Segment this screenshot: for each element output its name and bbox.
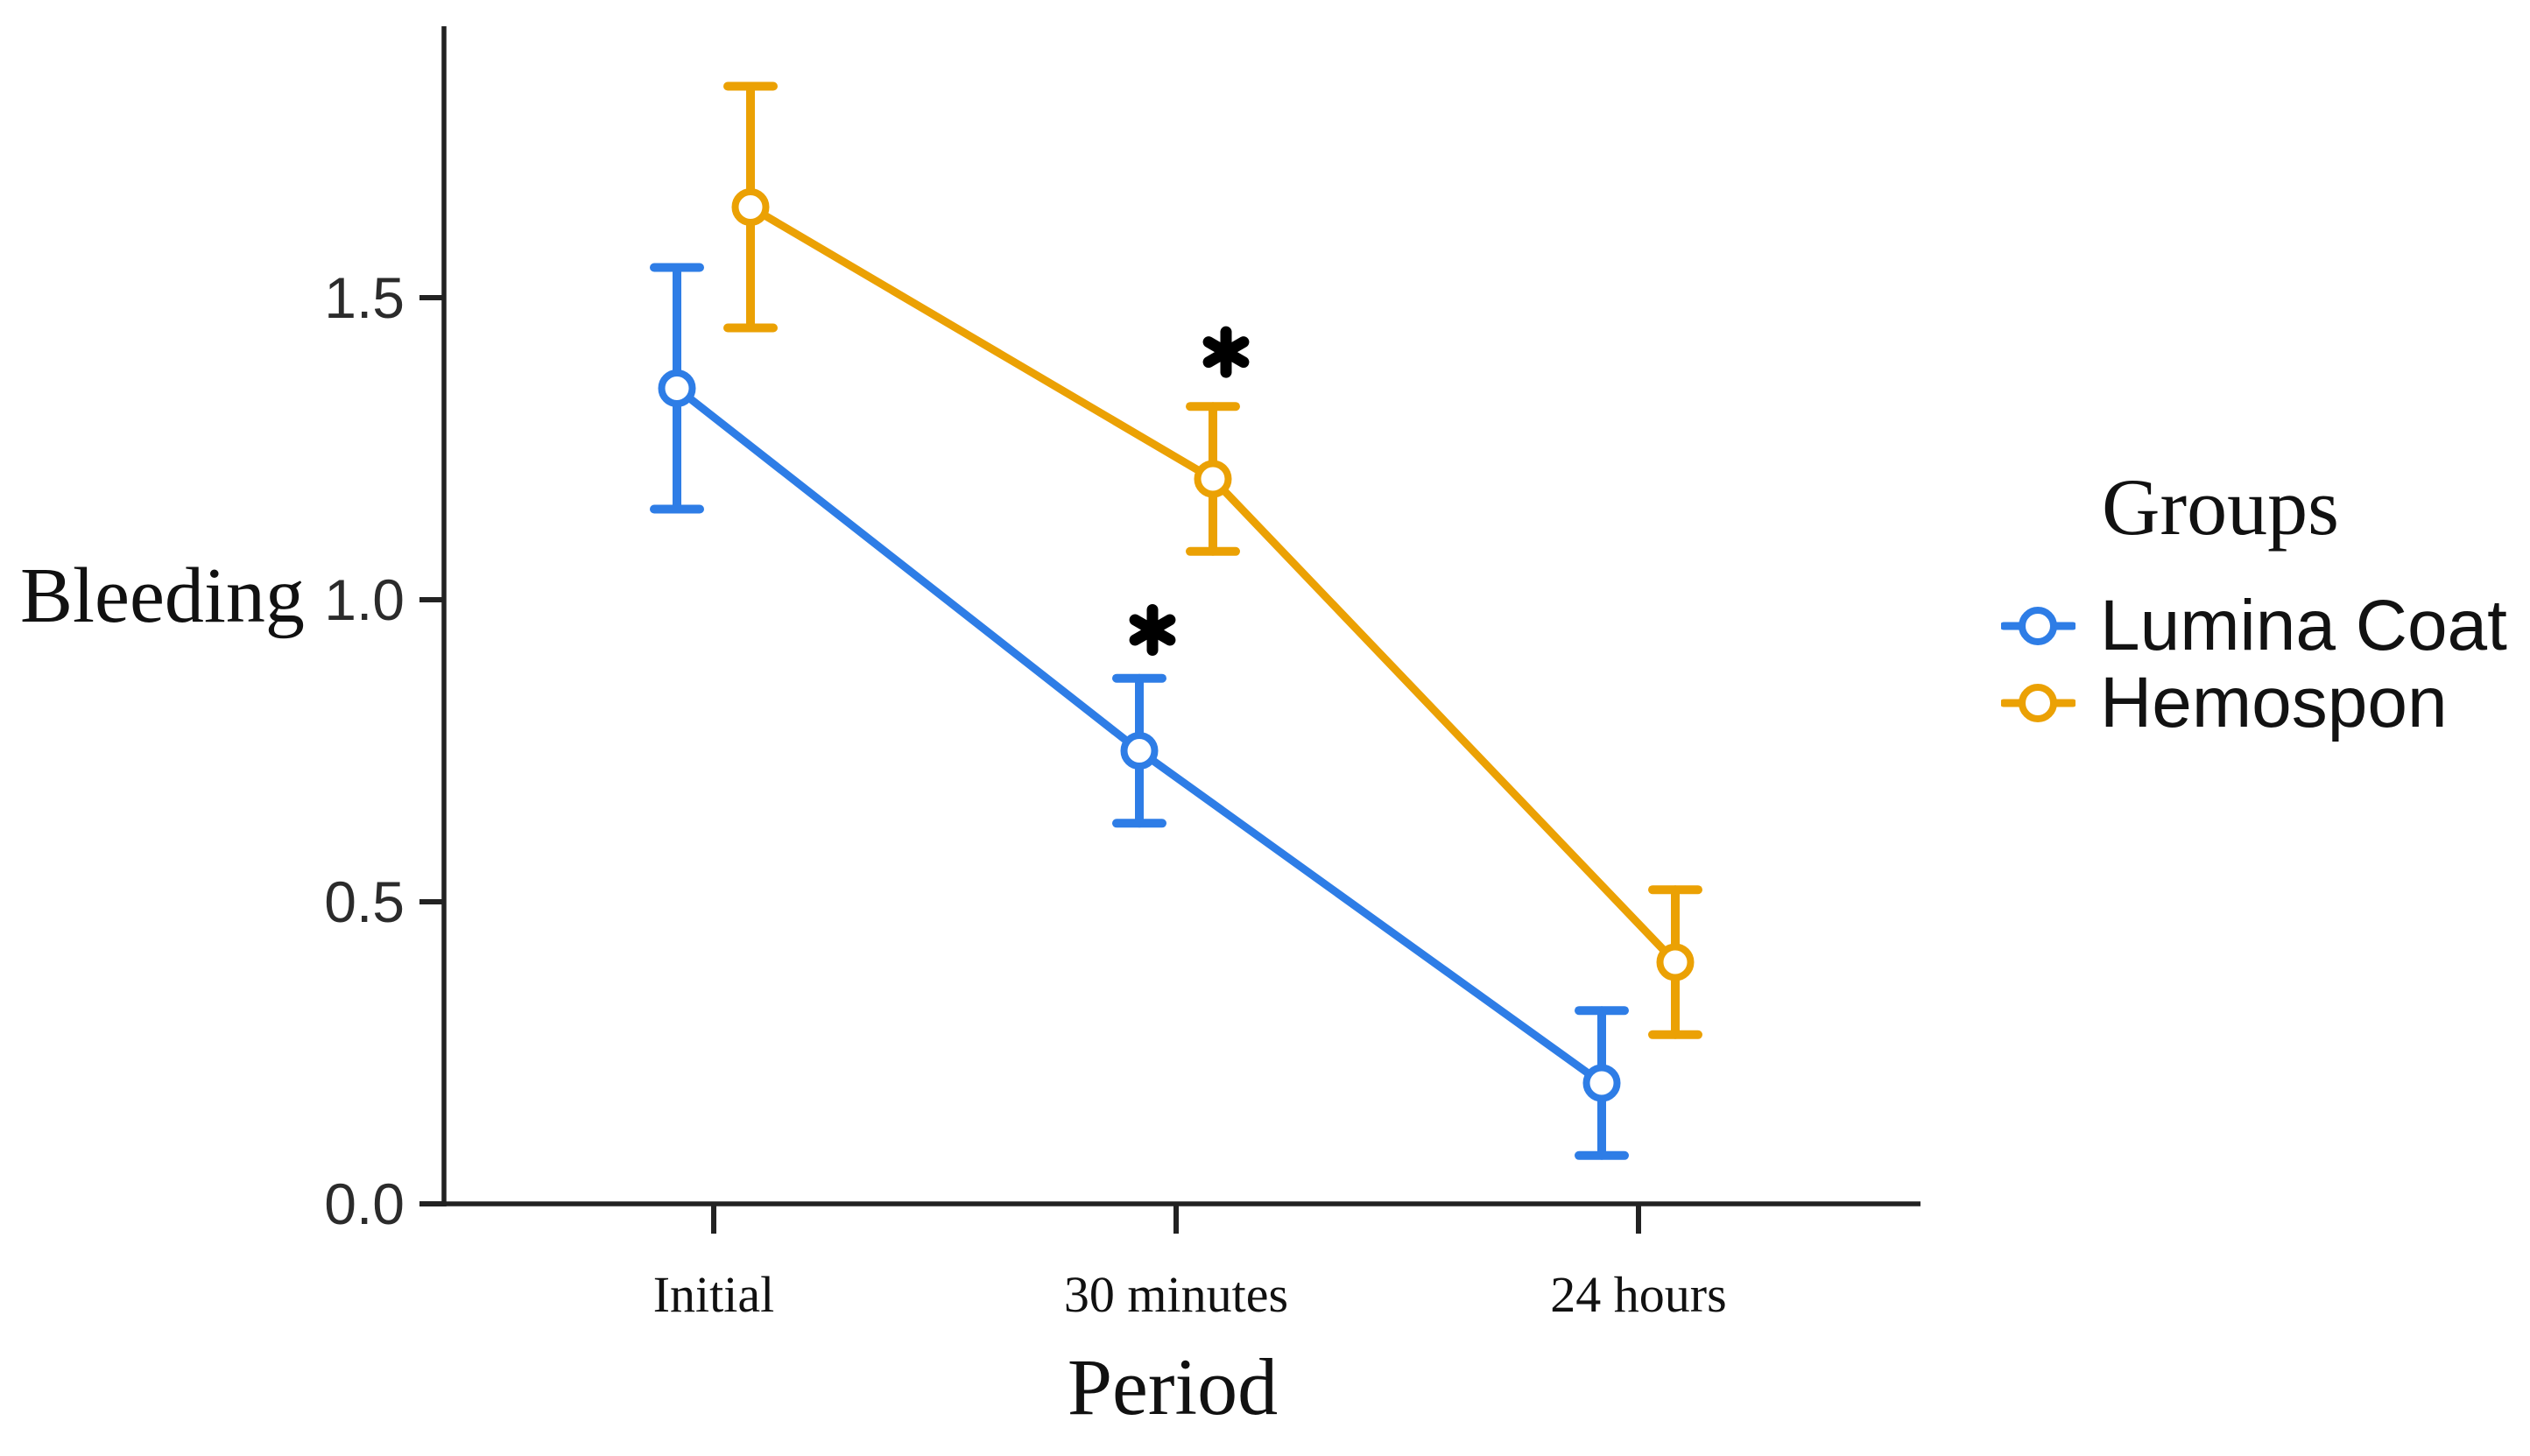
y-tick-label: 0.5	[324, 869, 405, 934]
y-tick-label: 1.5	[324, 265, 405, 330]
legend-item-lumina-coat: Lumina Coat	[2001, 586, 2507, 666]
y-tick-label: 1.0	[324, 567, 405, 632]
series-line-hemospon	[746, 203, 1680, 967]
legend-key-hemospon-icon	[2001, 684, 2075, 722]
data-point-marker-hemospon	[1194, 460, 1232, 498]
data-point-marker-hemospon	[731, 188, 770, 226]
data-point-marker-hemospon	[1656, 943, 1695, 981]
y-tick-label: 0.0	[324, 1171, 405, 1236]
x-axis-title: Period	[1067, 1342, 1279, 1431]
legend-key-lumina-coat-icon	[2001, 607, 2075, 645]
data-point-marker-lumina-coat	[1582, 1064, 1621, 1102]
legend-item-label: Lumina Coat	[2100, 586, 2507, 665]
y-axis-title: Bleeding	[20, 552, 305, 639]
data-point-marker-lumina-coat	[1120, 732, 1159, 770]
data-point-marker-lumina-coat	[658, 369, 696, 407]
significance-asterisk	[1129, 614, 1176, 646]
x-tick-label: Initial	[653, 1266, 775, 1323]
legend-item-hemospon: Hemospon	[2001, 663, 2448, 743]
legend-title: Groups	[2102, 462, 2339, 552]
significance-asterisk	[1202, 336, 1250, 369]
x-tick-label: 30 minutes	[1064, 1266, 1288, 1323]
x-tick-label: 24 hours	[1550, 1266, 1726, 1323]
legend-item-label: Hemospon	[2100, 663, 2448, 742]
